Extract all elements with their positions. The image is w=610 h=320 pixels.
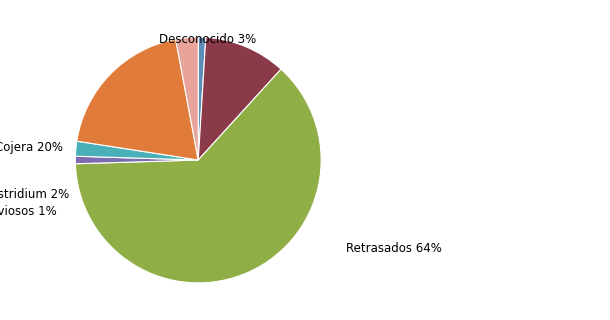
Text: Sintomas nerviosos 1%: Sintomas nerviosos 1% bbox=[0, 205, 57, 218]
Text: Diarrea 11 %: Diarrea 11 % bbox=[0, 319, 1, 320]
Text: Respiratorio 1%: Respiratorio 1% bbox=[0, 319, 1, 320]
Wedge shape bbox=[198, 37, 206, 160]
Text: Cojera 20%: Cojera 20% bbox=[0, 141, 63, 154]
Text: Desconocido 3%: Desconocido 3% bbox=[159, 33, 257, 46]
Text: Retrasados 64%: Retrasados 64% bbox=[346, 242, 442, 255]
Wedge shape bbox=[76, 141, 198, 160]
Wedge shape bbox=[77, 39, 198, 160]
Wedge shape bbox=[176, 37, 198, 160]
Text: Clostridium 2%: Clostridium 2% bbox=[0, 188, 69, 201]
Wedge shape bbox=[198, 37, 281, 160]
Wedge shape bbox=[76, 156, 198, 164]
Wedge shape bbox=[76, 69, 321, 283]
